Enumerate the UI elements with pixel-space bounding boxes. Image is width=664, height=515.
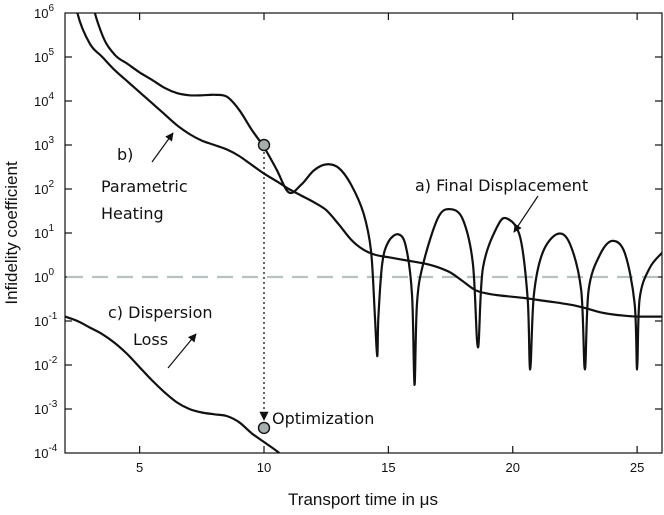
x-tick-label: 5: [136, 460, 143, 475]
annotation-c-arrow: [167, 333, 197, 369]
annotation-a-arrow: [513, 195, 539, 233]
annotation-optimization: Optimization: [272, 409, 374, 428]
x-axis-title: Transport time in μs: [288, 490, 438, 509]
annotation-b-line1: Parametric: [101, 177, 188, 196]
x-tick-label: 25: [630, 460, 644, 475]
y-tick-label: 104: [34, 91, 54, 109]
y-tick-label: 10-4: [34, 443, 58, 461]
y-axis: 10-4 10-3 10-2 10-1 100 101 102 103 104 105 106: [34, 3, 662, 461]
y-tick-label: 102: [34, 179, 54, 197]
y-tick-label: 103: [34, 135, 54, 153]
x-tick-label: 10: [257, 460, 271, 475]
y-axis-title: Infidelity coefficient: [2, 161, 21, 305]
plot-frame: [64, 12, 663, 454]
y-tick-label: 105: [34, 47, 54, 65]
x-tick-label: 20: [506, 460, 520, 475]
y-tick-label: 106: [34, 3, 54, 21]
x-axis: 5 10 15 20 25: [136, 13, 644, 475]
annotation-b-label: b): [117, 145, 133, 164]
annotation-b-line2: Heating: [101, 204, 164, 223]
series-final-displacement-line: [93, 13, 662, 386]
y-tick-label: 101: [34, 223, 54, 241]
y-tick-label: 10-2: [34, 355, 58, 373]
annotation-c-line2: Loss: [133, 330, 168, 349]
y-tick-label: 10-3: [34, 399, 58, 417]
annotation-b-arrow: [151, 132, 174, 163]
marker-point-start: [257, 138, 271, 152]
annotation-c-line1: c) Dispersion: [108, 303, 213, 322]
series-parametric-heating-line: [76, 13, 662, 318]
x-tick-label: 15: [381, 460, 395, 475]
y-tick-label: 100: [34, 267, 54, 285]
series-dispersion-loss-line: [65, 315, 281, 453]
y-tick-label: 10-1: [34, 311, 58, 329]
marker-point-optimized: [257, 421, 271, 435]
annotation-a: a) Final Displacement: [415, 176, 588, 195]
